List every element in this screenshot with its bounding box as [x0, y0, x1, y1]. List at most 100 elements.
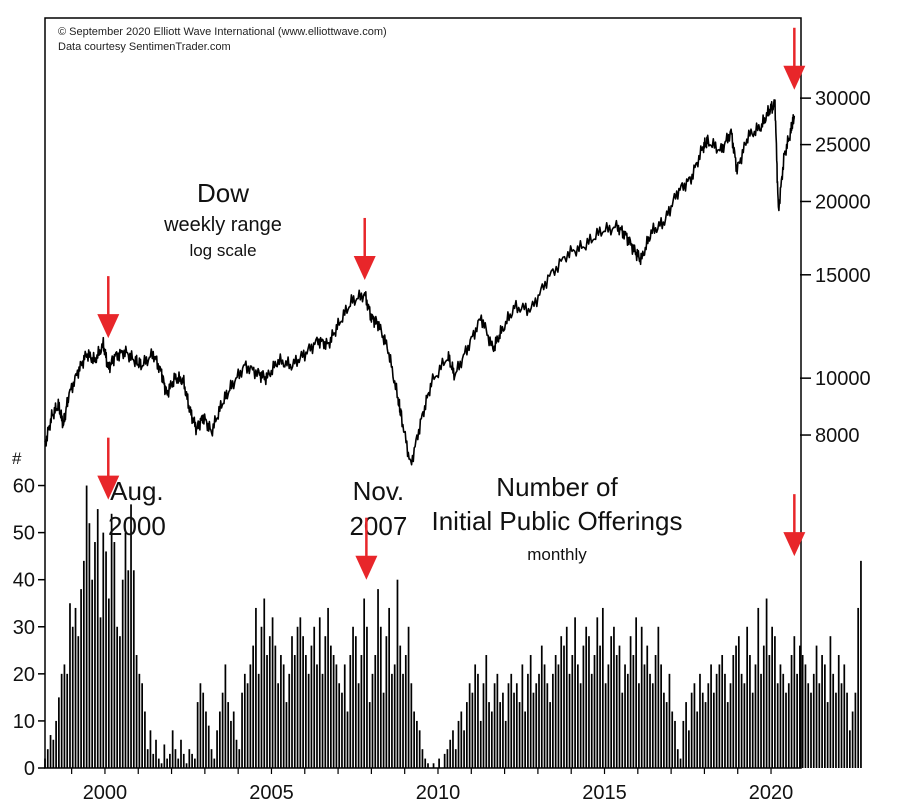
- ipo-bar: [804, 664, 807, 768]
- ipo-bar: [130, 504, 132, 768]
- annotation-label: Nov.: [353, 476, 405, 506]
- ipo-bar: [848, 730, 851, 768]
- ipo-bar: [335, 664, 338, 768]
- ipo-bar: [163, 744, 166, 768]
- ipo-bar: [446, 749, 449, 768]
- ipo-bar: [471, 692, 474, 768]
- ipo-bar: [318, 617, 321, 768]
- ipo-bar: [693, 683, 696, 768]
- dow-scale-note: log scale: [189, 241, 256, 260]
- ipo-bar: [74, 607, 77, 768]
- ipo-bar: [382, 692, 385, 768]
- ipo-bar: [613, 626, 615, 768]
- ipo-bar: [138, 673, 141, 768]
- ipo-bar: [113, 542, 116, 768]
- ipo-tick-label: 60: [13, 476, 35, 498]
- annotation-label: Aug.: [110, 476, 164, 506]
- ipo-bar: [338, 683, 341, 768]
- dow-tick-label: 8000: [815, 425, 860, 447]
- ipo-bar: [579, 683, 582, 768]
- ipo-bar: [513, 692, 515, 768]
- ipo-bar: [260, 626, 263, 768]
- ipo-bar: [66, 673, 69, 768]
- ipo-bar: [540, 645, 543, 768]
- ipo-bar: [663, 692, 665, 768]
- ipo-bar: [668, 673, 671, 768]
- x-tick-label: 2000: [83, 782, 128, 804]
- ipo-bar: [69, 603, 71, 768]
- ipo-bar: [243, 673, 246, 768]
- ipo-bar: [58, 697, 60, 768]
- ipo-bar: [621, 692, 624, 768]
- ipo-bar: [246, 683, 249, 768]
- ipo-bar: [216, 730, 218, 768]
- ipo-bar: [171, 730, 174, 768]
- ipo-bar: [96, 509, 99, 768]
- ipo-bar: [851, 711, 854, 768]
- ipo-bar: [255, 607, 257, 768]
- ipo-bar: [374, 655, 377, 768]
- x-axis: 2000 2005 2010 2015 2020: [71, 768, 794, 804]
- x-tick-label: 2005: [249, 782, 294, 804]
- ipo-bar: [640, 626, 643, 768]
- ipo-bar: [202, 692, 205, 768]
- ipo-bar: [166, 758, 168, 768]
- ipo-bar: [141, 683, 143, 768]
- ipo-bar: [352, 626, 354, 768]
- ipo-bar: [729, 683, 732, 768]
- ipo-tick-label: 10: [13, 711, 35, 733]
- ipo-bar: [474, 664, 477, 768]
- ipo-bar: [607, 664, 610, 768]
- dow-tick-label: 30000: [815, 88, 871, 110]
- ipo-bar: [71, 626, 74, 768]
- ipo-tick-label: 20: [13, 664, 35, 686]
- ipo-bar: [210, 749, 213, 768]
- ipo-bar: [815, 645, 818, 768]
- dow-title: Dow: [197, 178, 249, 208]
- ipo-bar: [177, 758, 180, 768]
- ipo-bar: [821, 655, 823, 768]
- ipo-bar: [724, 673, 726, 768]
- ipo-bar: [119, 636, 121, 768]
- ipo-bar: [754, 664, 757, 768]
- x-tick-label: 2010: [416, 782, 461, 804]
- ipo-bar: [169, 753, 171, 768]
- ipo-bar: [452, 730, 454, 768]
- plot-frame: [44, 17, 802, 769]
- ipo-bar: [238, 749, 241, 768]
- ipo-bar: [760, 673, 762, 768]
- ipo-bar: [144, 711, 146, 768]
- dow-tick-label: 25000: [815, 135, 871, 157]
- ipo-bar: [346, 711, 349, 768]
- ipo-bar: [860, 560, 862, 768]
- ipo-bar: [185, 763, 188, 768]
- ipo-bar: [241, 692, 243, 768]
- ipo-bar: [413, 711, 415, 768]
- red-arrow-icon: [97, 276, 120, 339]
- x-tick-label: 2020: [749, 782, 794, 804]
- ipo-bar: [188, 749, 191, 768]
- ipo-bar: [152, 753, 155, 768]
- ipo-bar: [52, 739, 55, 768]
- ipo-bar: [718, 664, 721, 768]
- ipo-bar: [82, 560, 85, 768]
- ipo-bar: [160, 763, 163, 768]
- ipo-title-line1: Number of: [496, 472, 618, 502]
- credit-line-1: © September 2020 Elliott Wave Internatio…: [58, 26, 387, 38]
- ipo-bar: [774, 636, 776, 768]
- ipo-bar: [230, 720, 232, 768]
- ipo-bar: [615, 655, 618, 768]
- ipo-bar: [443, 753, 446, 768]
- ipo-bar: [385, 636, 388, 768]
- ipo-bar: [646, 645, 649, 768]
- ipo-bar: [799, 645, 801, 768]
- ipo-bar: [735, 645, 737, 768]
- ipo-bar: [521, 664, 524, 768]
- ipo-bar: [843, 664, 846, 768]
- ipo-bar: [80, 589, 82, 768]
- ipo-bar: [321, 673, 324, 768]
- ipo-bar: [102, 532, 105, 768]
- ipo-bar: [685, 702, 687, 768]
- ipo-bar: [710, 664, 712, 768]
- ipo-title-line2: Initial Public Offerings: [432, 506, 683, 536]
